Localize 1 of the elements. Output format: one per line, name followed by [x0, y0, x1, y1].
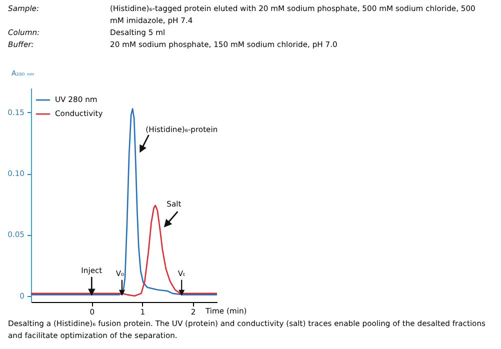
line-series — [31, 108, 217, 296]
